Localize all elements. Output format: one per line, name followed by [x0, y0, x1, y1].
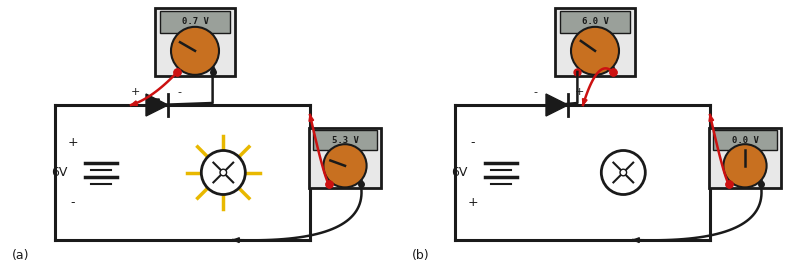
- Text: 6.0 V: 6.0 V: [582, 18, 609, 26]
- Text: +: +: [467, 196, 478, 209]
- Text: -: -: [70, 196, 75, 209]
- Text: 6V: 6V: [450, 166, 467, 179]
- Polygon shape: [634, 238, 639, 242]
- FancyBboxPatch shape: [709, 128, 781, 188]
- FancyBboxPatch shape: [560, 11, 630, 33]
- Circle shape: [723, 144, 766, 187]
- Text: -: -: [533, 87, 537, 97]
- FancyBboxPatch shape: [314, 130, 377, 150]
- Text: -: -: [177, 87, 181, 97]
- FancyBboxPatch shape: [309, 128, 381, 188]
- Text: -: -: [470, 136, 475, 149]
- Polygon shape: [131, 101, 138, 105]
- Circle shape: [220, 169, 226, 176]
- Text: 6V: 6V: [50, 166, 67, 179]
- Polygon shape: [546, 94, 568, 116]
- Text: 5.3 V: 5.3 V: [331, 136, 358, 145]
- Text: +: +: [574, 87, 584, 97]
- Text: +: +: [67, 136, 78, 149]
- Circle shape: [202, 150, 246, 195]
- Text: +: +: [130, 87, 140, 97]
- Circle shape: [323, 144, 366, 187]
- FancyBboxPatch shape: [714, 130, 777, 150]
- Text: 0.7 V: 0.7 V: [182, 18, 209, 26]
- Polygon shape: [582, 99, 587, 105]
- Circle shape: [171, 27, 219, 75]
- Polygon shape: [309, 115, 314, 121]
- Polygon shape: [234, 238, 239, 242]
- Polygon shape: [154, 99, 159, 105]
- Polygon shape: [146, 94, 168, 116]
- FancyBboxPatch shape: [160, 11, 230, 33]
- Circle shape: [571, 27, 619, 75]
- Text: (a): (a): [12, 249, 30, 262]
- Circle shape: [620, 169, 626, 176]
- FancyBboxPatch shape: [555, 8, 635, 76]
- Polygon shape: [709, 115, 714, 121]
- Circle shape: [602, 150, 646, 195]
- Text: 0.0 V: 0.0 V: [731, 136, 758, 145]
- Polygon shape: [555, 101, 562, 106]
- FancyBboxPatch shape: [155, 8, 235, 76]
- Text: (b): (b): [412, 249, 430, 262]
